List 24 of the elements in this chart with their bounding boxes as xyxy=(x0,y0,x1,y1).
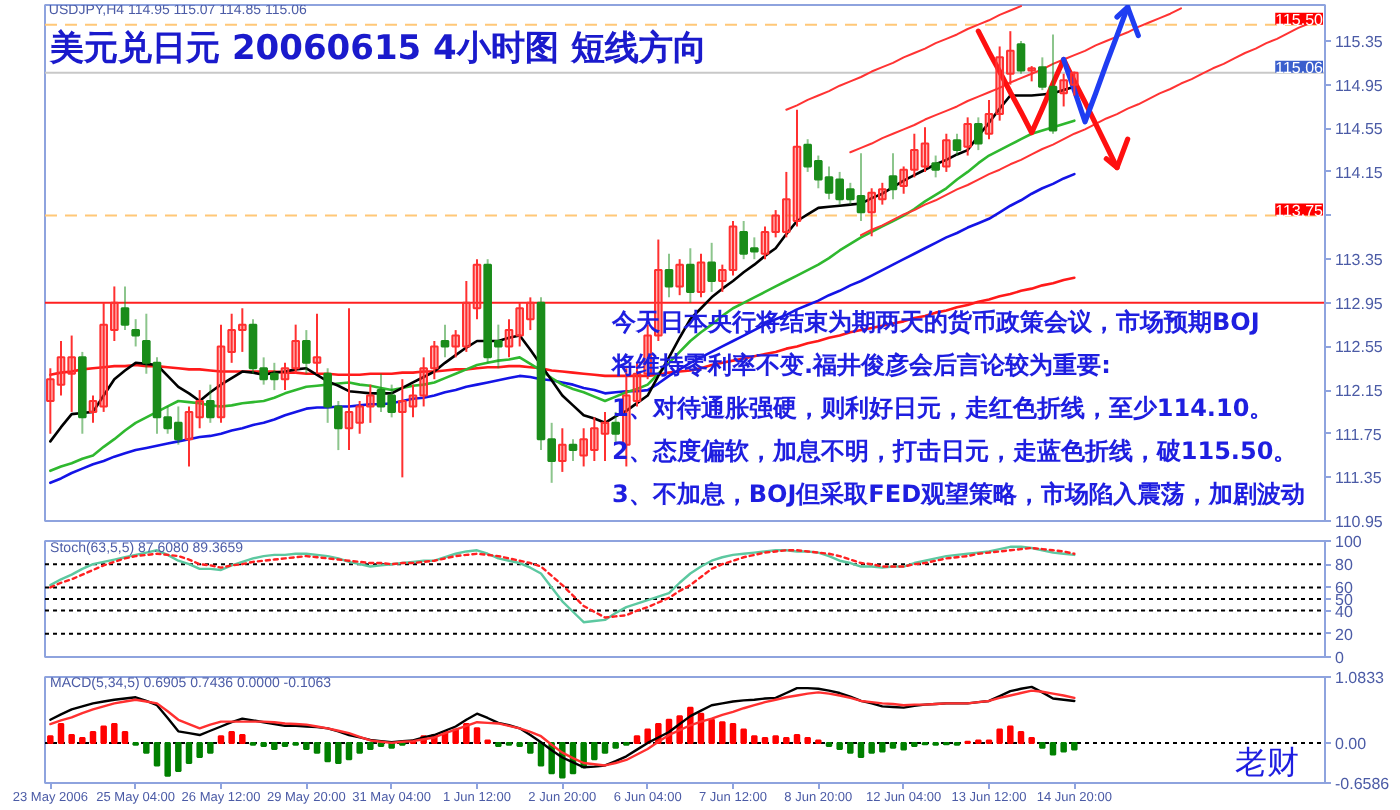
ref-line-label: 115.50 xyxy=(1275,10,1325,29)
y-tick-label: 110.95 xyxy=(1335,513,1384,531)
y-tick-label: 114.95 xyxy=(1335,76,1384,95)
y-tick-label: 20 xyxy=(1335,625,1354,644)
y-tick-label: -0.6586 xyxy=(1335,775,1391,793)
y-tick-label: 113.35 xyxy=(1335,251,1384,270)
y-tick-label: 80 xyxy=(1335,556,1354,575)
y-tick-label: 112.15 xyxy=(1335,382,1384,401)
annotation: 3、不加息，BOJ但采取FED观望策略，市场陷入震荡，加剧波动 xyxy=(612,479,1306,508)
y-tick-label: 111.35 xyxy=(1335,469,1383,488)
y-tick-label: 0.00 xyxy=(1335,734,1368,753)
y-tick-label: 0 xyxy=(1335,649,1345,667)
y-tick-label: 114.15 xyxy=(1335,163,1384,182)
ref-line-label: 115.06 xyxy=(1275,58,1325,77)
y-tick-label: 111.75 xyxy=(1335,425,1383,444)
y-tick-label: 115.35 xyxy=(1335,33,1384,51)
y-tick-label: 100 xyxy=(1335,533,1363,551)
y-tick-label: 1.0833 xyxy=(1335,669,1386,687)
y-tick-label: 112.95 xyxy=(1335,294,1384,313)
y-tick-label: 114.55 xyxy=(1335,120,1384,139)
text: 美元兑日元 20060615 4小时图 短线方向 xyxy=(48,28,707,69)
y-tick-label: 112.55 xyxy=(1335,338,1384,357)
ref-line-label: 113.75 xyxy=(1275,201,1325,220)
annotation: 老财 xyxy=(1235,742,1300,781)
